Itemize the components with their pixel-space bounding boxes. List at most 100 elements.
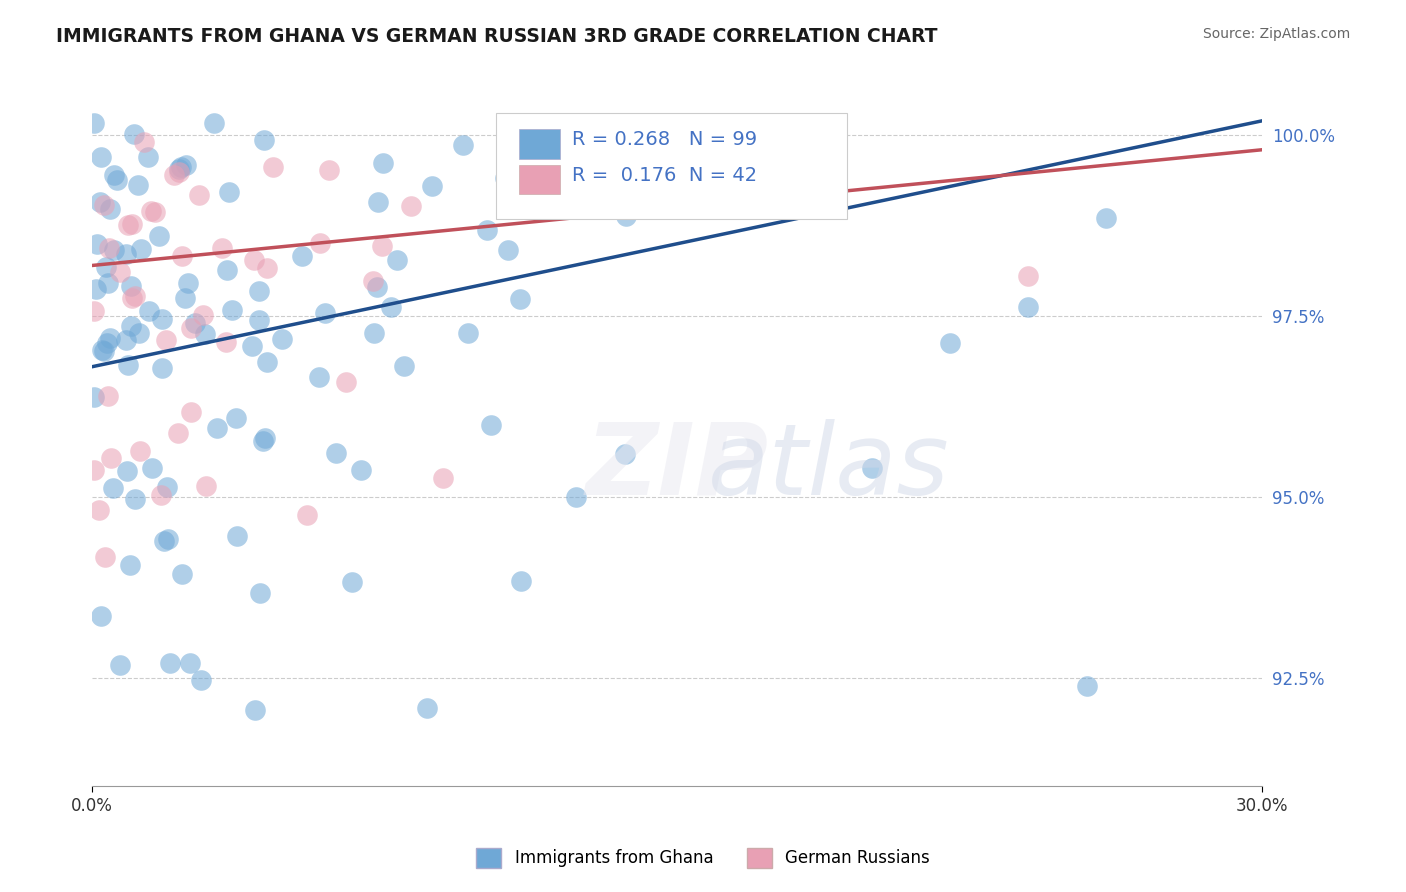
Point <box>318 163 340 178</box>
Point <box>162 168 184 182</box>
Point <box>385 252 408 267</box>
Point <box>170 249 193 263</box>
Point <box>97 389 120 403</box>
Point <box>148 228 170 243</box>
Point <box>225 410 247 425</box>
Point <box>89 194 111 209</box>
Point <box>97 277 120 291</box>
Legend: Immigrants from Ghana, German Russians: Immigrants from Ghana, German Russians <box>470 841 936 875</box>
Point <box>96 336 118 351</box>
Point <box>153 533 176 548</box>
Point <box>422 178 444 193</box>
Point <box>416 700 439 714</box>
Point <box>83 304 105 318</box>
Point <box>262 160 284 174</box>
Point <box>432 471 454 485</box>
FancyBboxPatch shape <box>496 113 846 219</box>
Point <box>371 239 394 253</box>
FancyBboxPatch shape <box>519 165 560 194</box>
Point <box>105 173 128 187</box>
Point <box>83 390 105 404</box>
Point <box>363 326 385 340</box>
Point <box>124 491 146 506</box>
Point <box>84 282 107 296</box>
Point <box>256 355 278 369</box>
Point <box>179 657 201 671</box>
Point <box>245 703 267 717</box>
Point <box>380 300 402 314</box>
Point <box>174 158 197 172</box>
Point <box>335 375 357 389</box>
Point <box>155 333 177 347</box>
Point <box>143 205 166 219</box>
Point <box>96 260 118 275</box>
Point <box>94 549 117 564</box>
Point <box>309 235 332 250</box>
Point <box>138 304 160 318</box>
Point <box>479 417 502 432</box>
Point <box>1076 680 1098 694</box>
Text: atlas: atlas <box>709 418 950 516</box>
Point <box>366 280 388 294</box>
Point <box>194 326 217 341</box>
Point <box>173 291 195 305</box>
FancyBboxPatch shape <box>519 129 560 159</box>
Point <box>202 116 225 130</box>
Point <box>86 237 108 252</box>
Point <box>249 586 271 600</box>
Text: IMMIGRANTS FROM GHANA VS GERMAN RUSSIAN 3RD GRADE CORRELATION CHART: IMMIGRANTS FROM GHANA VS GERMAN RUSSIAN … <box>56 27 938 45</box>
Point <box>211 241 233 255</box>
Point <box>89 503 111 517</box>
Point <box>340 574 363 589</box>
Point <box>167 162 190 177</box>
Text: R =  0.176  N = 42: R = 0.176 N = 42 <box>572 166 756 185</box>
Point <box>1017 301 1039 315</box>
Point <box>121 217 143 231</box>
Point <box>156 480 179 494</box>
Point <box>128 326 150 340</box>
Point <box>256 261 278 276</box>
Point <box>150 488 173 502</box>
Point <box>494 171 516 186</box>
Point <box>83 116 105 130</box>
Point <box>254 431 277 445</box>
Point <box>510 574 533 589</box>
Point <box>295 508 318 522</box>
Point <box>247 313 270 327</box>
Point <box>188 188 211 202</box>
Point <box>457 326 479 340</box>
Point <box>121 291 143 305</box>
Point <box>98 331 121 345</box>
Point <box>509 292 531 306</box>
Point <box>169 165 191 179</box>
Point <box>124 127 146 141</box>
Point <box>90 608 112 623</box>
Point <box>93 343 115 358</box>
Point <box>180 405 202 419</box>
Point <box>118 558 141 573</box>
Point <box>205 421 228 435</box>
Point <box>614 209 637 223</box>
Point <box>115 333 138 347</box>
Point <box>141 461 163 475</box>
Point <box>170 566 193 581</box>
Point <box>226 529 249 543</box>
Point <box>291 249 314 263</box>
Point <box>177 276 200 290</box>
Point <box>167 426 190 441</box>
Point <box>314 306 336 320</box>
Point <box>90 151 112 165</box>
Point <box>103 243 125 257</box>
Point <box>108 264 131 278</box>
Point <box>98 202 121 216</box>
Point <box>218 185 240 199</box>
Point <box>127 178 149 192</box>
Point <box>243 253 266 268</box>
Point <box>115 464 138 478</box>
Point <box>270 332 292 346</box>
Point <box>114 247 136 261</box>
Point <box>367 194 389 209</box>
Point <box>98 241 121 255</box>
Point <box>117 218 139 232</box>
Point <box>253 133 276 147</box>
